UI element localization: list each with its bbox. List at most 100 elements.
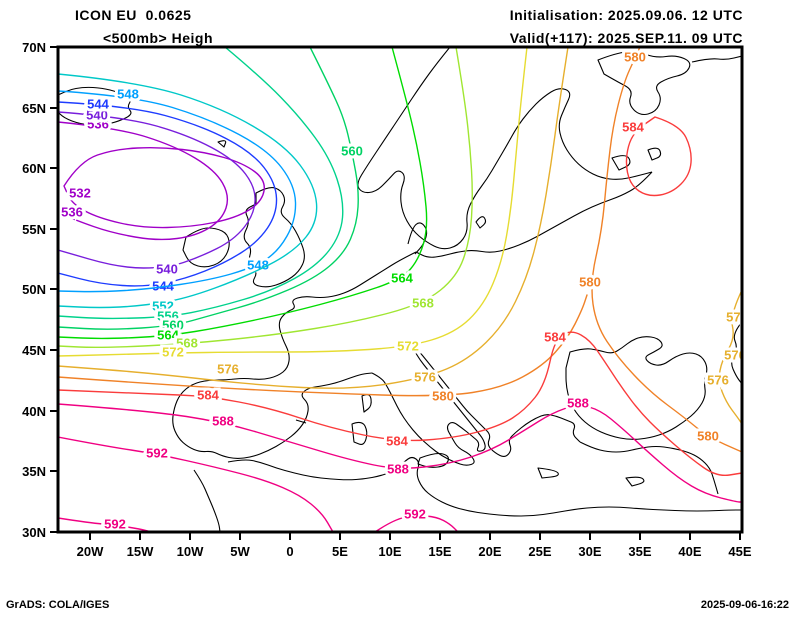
coastline — [625, 476, 645, 487]
coastline — [295, 419, 307, 424]
contour-label-584: 584 — [544, 329, 566, 344]
x-tick-label: 10W — [177, 544, 204, 559]
x-tick-label: 45E — [728, 544, 751, 559]
contour-label-544: 544 — [152, 278, 174, 293]
coastline — [417, 452, 449, 468]
coastlines — [58, 47, 742, 532]
contour-path-576 — [718, 289, 742, 425]
coastline — [475, 216, 487, 229]
y-tick-label: 65N — [22, 101, 46, 116]
contour-label-564: 564 — [391, 270, 413, 285]
coastline — [647, 147, 662, 161]
contour-level-560 — [58, 47, 359, 330]
valid-time: Valid(+117): 2025.SEP.11. 09 UTC — [509, 30, 743, 46]
coastline — [409, 341, 581, 458]
contour-label-584: 584 — [622, 119, 644, 134]
contour-label-584: 584 — [386, 433, 408, 448]
y-tick-label: 45N — [22, 343, 46, 358]
y-tick-label: 50N — [22, 282, 46, 297]
contour-path-580 — [591, 47, 742, 453]
contour-path-552 — [58, 73, 318, 309]
coastline — [351, 421, 368, 445]
x-tick-label: 0 — [286, 544, 293, 559]
contour-path-592 — [58, 517, 153, 532]
x-tick-label: 15E — [428, 544, 451, 559]
contour-label-580: 580 — [697, 428, 719, 443]
x-tick-label: 20W — [77, 544, 104, 559]
coastline — [361, 393, 372, 413]
contour-level-584 — [58, 116, 742, 477]
contour-label-576: 576 — [414, 369, 436, 384]
contour-path-584 — [625, 116, 692, 197]
x-tick-label: 30E — [578, 544, 601, 559]
contour-path-580 — [58, 294, 588, 397]
contour-level-576 — [58, 47, 742, 425]
contour-level-592 — [58, 436, 459, 532]
contour-level-568 — [58, 47, 473, 349]
contour-label-536: 536 — [61, 204, 83, 219]
contour-path-584 — [58, 331, 742, 477]
coastline — [357, 47, 653, 250]
contour-level-552 — [58, 73, 318, 309]
contour-level-572 — [58, 47, 528, 357]
contour-level-556 — [58, 47, 344, 320]
x-tick-label: 35E — [628, 544, 651, 559]
y-tick-label: 60N — [22, 161, 46, 176]
contour-path-588 — [58, 403, 742, 503]
contour-label-580: 580 — [624, 49, 646, 64]
timestamp: 2025-09-06-16:22 — [700, 599, 789, 611]
contour-label-532: 532 — [69, 185, 91, 200]
contour-path-572 — [58, 47, 528, 357]
coastline — [565, 336, 708, 440]
coastline — [691, 55, 742, 63]
plot-area: 5325365365405405445445485485525565605605… — [58, 47, 748, 532]
contour-label-588: 588 — [567, 395, 589, 410]
contour-path-532 — [63, 147, 265, 229]
contour-label-556: 556 — [157, 308, 179, 323]
contour-path-560 — [58, 47, 359, 330]
contour-label-560: 560 — [341, 143, 363, 158]
contour-label-576: 576 — [707, 372, 729, 387]
contour-level-532 — [63, 147, 265, 229]
contour-path-568 — [58, 47, 473, 349]
contour-label-572: 572 — [162, 344, 184, 359]
model-title: ICON EU 0.0625 — [75, 7, 192, 23]
coastline — [731, 321, 742, 385]
contour-label-576: 576 — [217, 361, 239, 376]
contour-label-536: 536 — [87, 116, 109, 131]
coastline — [217, 140, 227, 148]
contour-path-556 — [58, 47, 344, 320]
coastline — [243, 187, 305, 288]
grads-credit: GrADS: COLA/IGES — [6, 599, 110, 611]
coastline — [172, 251, 417, 459]
y-tick-label: 35N — [22, 464, 46, 479]
contour-label-568: 568 — [412, 295, 434, 310]
contour-label-544: 544 — [87, 96, 109, 111]
coastline — [193, 469, 221, 532]
contour-label-592: 592 — [146, 445, 168, 460]
contour-label-592: 592 — [404, 506, 426, 521]
coastline — [415, 171, 653, 258]
contour-level-544 — [58, 101, 278, 287]
contour-level-580 — [58, 47, 742, 453]
contour-level-588 — [58, 403, 742, 503]
y-tick-label: 30N — [22, 525, 46, 540]
contour-path-548 — [58, 90, 297, 293]
x-tick-label: 15W — [127, 544, 154, 559]
contour-path-544 — [58, 101, 278, 287]
contour-label-592: 592 — [104, 516, 126, 531]
field-title: <500mb> Heigh — [103, 30, 213, 46]
x-tick-label: 25E — [528, 544, 551, 559]
x-tick-label: 10E — [378, 544, 401, 559]
contour-label-548: 548 — [247, 257, 269, 272]
contour-label-576: 576 — [726, 309, 748, 324]
contour-path-564 — [58, 47, 428, 340]
contour-label-552: 552 — [152, 298, 174, 313]
contour-label-588: 588 — [387, 461, 409, 476]
init-time: Initialisation: 2025.09.06. 12 UTC — [509, 7, 743, 23]
y-tick-label: 55N — [22, 222, 46, 237]
coastline — [597, 51, 691, 116]
contour-label-572: 572 — [397, 338, 419, 353]
